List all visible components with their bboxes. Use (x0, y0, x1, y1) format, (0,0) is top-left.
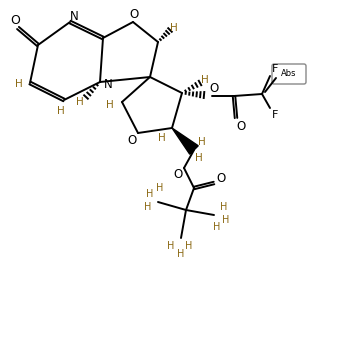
Text: H: H (146, 189, 154, 199)
Text: H: H (185, 241, 193, 251)
Text: H: H (106, 100, 114, 110)
Text: H: H (167, 241, 175, 251)
Text: O: O (236, 119, 246, 132)
Text: F: F (272, 110, 278, 120)
Text: Abs: Abs (281, 70, 297, 79)
Text: O: O (127, 135, 136, 147)
Text: H: H (222, 215, 230, 225)
Text: H: H (201, 75, 209, 85)
Text: H: H (170, 23, 178, 33)
Text: H: H (76, 97, 84, 107)
Text: O: O (173, 167, 182, 181)
Text: H: H (158, 133, 166, 143)
Text: H: H (195, 153, 203, 163)
Text: H: H (144, 202, 152, 212)
FancyBboxPatch shape (272, 64, 306, 84)
Text: N: N (70, 9, 79, 23)
Text: F: F (272, 64, 278, 74)
Text: H: H (57, 106, 65, 116)
Text: O: O (216, 171, 226, 185)
Text: H: H (156, 183, 164, 193)
Text: O: O (209, 83, 219, 95)
Polygon shape (172, 128, 198, 154)
Text: H: H (220, 202, 228, 212)
Text: H: H (213, 222, 221, 232)
Text: O: O (129, 8, 139, 20)
Text: H: H (15, 79, 23, 89)
Text: H: H (177, 249, 185, 259)
Text: O: O (10, 13, 20, 27)
Text: N: N (104, 78, 112, 91)
Text: H: H (198, 137, 206, 147)
